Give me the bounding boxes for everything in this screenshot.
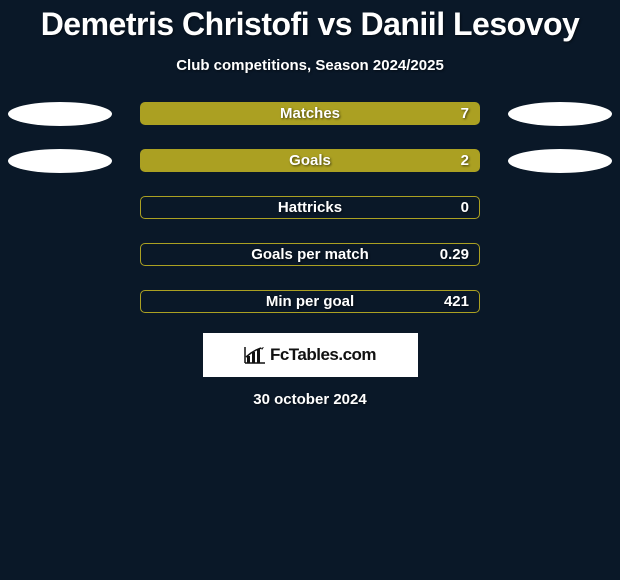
stat-label: Hattricks bbox=[278, 199, 342, 216]
stat-label: Goals per match bbox=[251, 246, 369, 263]
stat-value: 2 bbox=[461, 152, 469, 169]
stat-bar: Hattricks 0 bbox=[140, 196, 480, 219]
stat-value: 0.29 bbox=[440, 246, 469, 263]
season-subtitle: Club competitions, Season 2024/2025 bbox=[176, 57, 444, 74]
player-left-marker bbox=[8, 102, 112, 126]
stat-value: 421 bbox=[444, 293, 469, 310]
stat-row: Goals per match 0.29 bbox=[0, 243, 620, 266]
page-title: Demetris Christofi vs Daniil Lesovoy bbox=[41, 6, 580, 43]
stat-row: Goals 2 bbox=[0, 149, 620, 172]
stat-bar: Goals 2 bbox=[140, 149, 480, 172]
stat-label: Min per goal bbox=[266, 293, 354, 310]
stat-bar: Goals per match 0.29 bbox=[140, 243, 480, 266]
stat-row: Min per goal 421 bbox=[0, 290, 620, 313]
player-left-marker bbox=[8, 149, 112, 173]
stat-row: Matches 7 bbox=[0, 102, 620, 125]
logo-text: FcTables.com bbox=[270, 345, 376, 365]
player-right-marker bbox=[508, 149, 612, 173]
stat-value: 0 bbox=[461, 199, 469, 216]
stats-card: Demetris Christofi vs Daniil Lesovoy Clu… bbox=[0, 0, 620, 580]
stat-row: Hattricks 0 bbox=[0, 196, 620, 219]
player-right-marker bbox=[508, 102, 612, 126]
stat-bars: Matches 7 Goals 2 Hattricks 0 Goals per match 0… bbox=[0, 102, 620, 313]
stat-bar: Matches 7 bbox=[140, 102, 480, 125]
stat-label: Goals bbox=[289, 152, 331, 169]
stat-label: Matches bbox=[280, 105, 340, 122]
bar-chart-icon bbox=[244, 346, 266, 364]
stat-bar: Min per goal 421 bbox=[140, 290, 480, 313]
date-label: 30 october 2024 bbox=[253, 391, 366, 408]
logo-box[interactable]: FcTables.com bbox=[203, 333, 418, 377]
stat-value: 7 bbox=[461, 105, 469, 122]
